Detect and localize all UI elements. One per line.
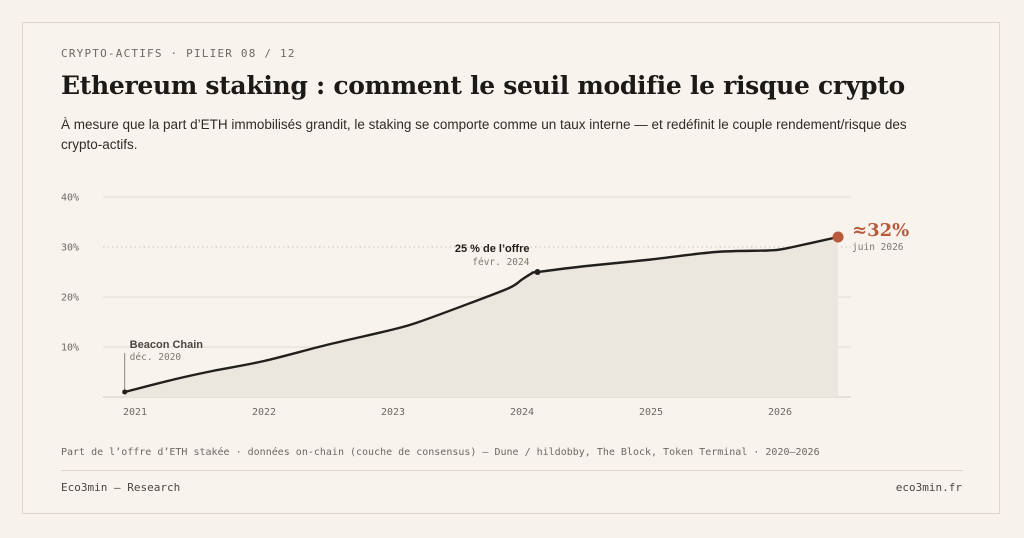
x-tick-label: 2025 [639, 407, 663, 418]
milestone-date: févr. 2024 [472, 257, 529, 268]
kicker: CRYPTO-ACTIFS · PILIER 08 / 12 [61, 47, 296, 60]
footer-divider [61, 470, 963, 471]
x-tick-label: 2026 [768, 407, 792, 418]
site-link[interactable]: eco3min.fr [895, 481, 962, 494]
series-line [123, 235, 840, 394]
beacon-point [122, 389, 128, 395]
x-tick-label: 2023 [381, 407, 405, 418]
x-tick-label: 2024 [510, 407, 534, 418]
milestone-point [534, 269, 541, 275]
y-tick-label: 20% [61, 293, 79, 304]
endpoint-value-label: ≈32% [852, 220, 909, 241]
y-tick-label: 40% [61, 193, 79, 204]
x-tick-label: 2022 [252, 407, 276, 418]
y-tick-label: 10% [61, 343, 79, 354]
y-tick-label: 30% [61, 243, 79, 254]
beacon-label: Beacon Chain [130, 339, 204, 351]
source-note: Part de l’offre d’ETH stakée · données o… [61, 447, 820, 458]
area-fill [124, 237, 839, 397]
brand-label: Eco3min — Research [61, 481, 181, 494]
milestone-label: 25 % de l’offre [455, 243, 530, 255]
x-tick-label: 2021 [123, 407, 147, 418]
beacon-date: déc. 2020 [130, 352, 182, 363]
endpoint-marker [832, 231, 844, 243]
subtitle: À mesure que la part d’ETH immobilisés g… [61, 117, 907, 152]
page-title: Ethereum staking : comment le seuil modi… [61, 71, 905, 100]
endpoint-date: juin 2026 [852, 242, 904, 253]
chart-card: CRYPTO-ACTIFS · PILIER 08 / 12 Ethereum … [22, 22, 1000, 514]
